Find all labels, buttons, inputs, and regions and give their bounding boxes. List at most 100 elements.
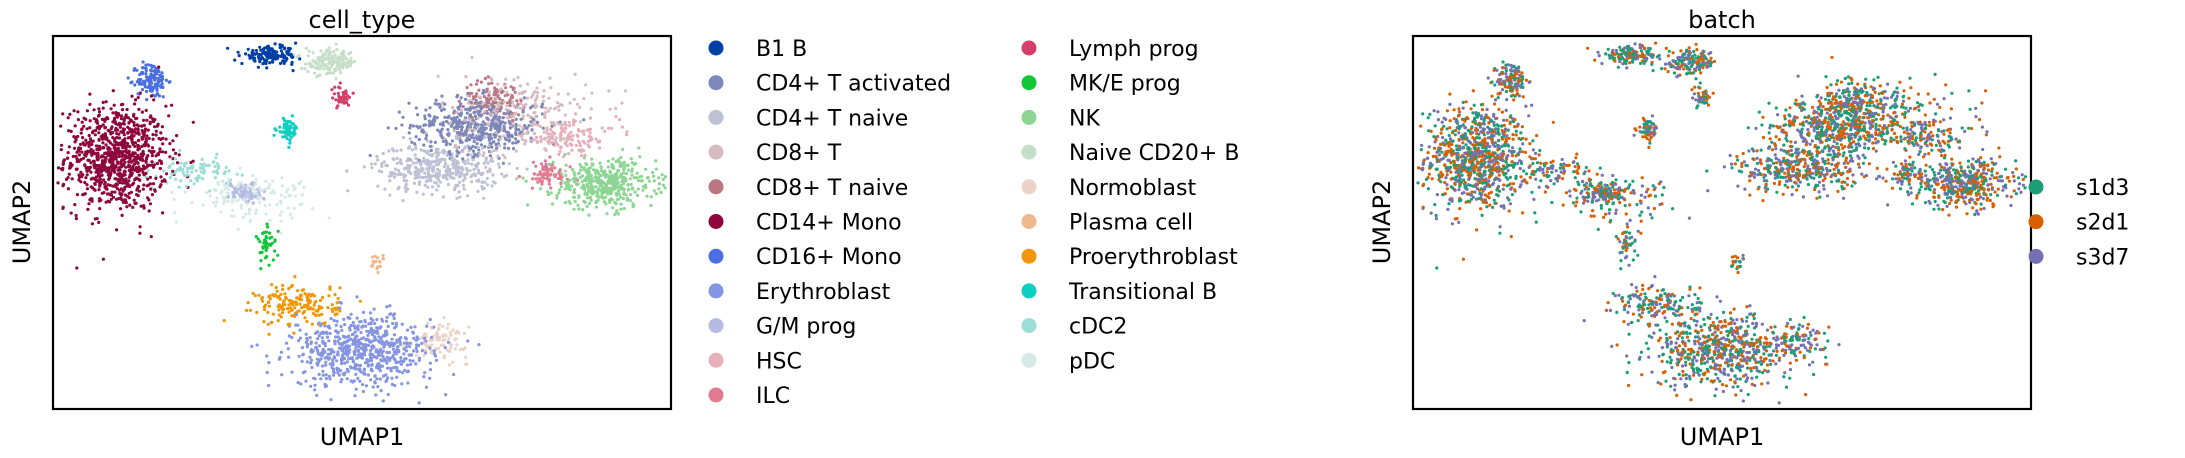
point-normoblast (451, 360, 455, 364)
point-pdc (247, 211, 251, 215)
point-cd4-t-naive (496, 154, 500, 158)
point-nk (614, 160, 618, 164)
point-erythroblast (321, 373, 325, 377)
point-nk (580, 180, 584, 184)
point-cd8-t-naive (515, 99, 519, 103)
point-normoblast (455, 343, 459, 347)
point-erythroblast (336, 353, 340, 357)
point-proerythroblast (283, 292, 287, 296)
point-pdc (254, 191, 258, 195)
point-nk (611, 206, 615, 210)
point-cd8-t-naive (472, 95, 476, 99)
point-cd14-mono (72, 135, 76, 139)
point-erythroblast (337, 373, 341, 377)
point-nk (597, 180, 602, 184)
point-cd14-mono (149, 114, 153, 118)
point-cd4-t-naive (422, 149, 426, 153)
point-nk (642, 185, 646, 189)
point-erythroblast (373, 338, 377, 342)
point-cd4-t-naive (417, 182, 421, 186)
point-cd16-mono (144, 63, 148, 67)
point-cd14-mono (85, 183, 89, 187)
point-naive-cd20-b (329, 56, 333, 60)
point-cd4-t-naive (381, 151, 385, 156)
point-cd14-mono (130, 171, 134, 175)
point-cd8-t (498, 144, 502, 148)
point-cd14-mono (133, 201, 137, 205)
point-erythroblast (320, 364, 325, 368)
point-cd14-mono (109, 197, 113, 201)
point-cd4-t-activated (472, 139, 476, 144)
point-cd14-mono (131, 168, 135, 172)
point-proerythroblast (335, 312, 339, 316)
point-proerythroblast (262, 308, 267, 312)
point-proerythroblast (286, 306, 290, 311)
point-cd4-t-activated (492, 105, 496, 109)
point-cd14-mono (126, 125, 130, 129)
point-erythroblast (386, 366, 390, 370)
point-erythroblast (407, 353, 411, 357)
point-cd4-t-naive (465, 194, 470, 198)
point-cd4-t-activated (498, 120, 502, 124)
point-pdc (286, 206, 290, 210)
point-cd8-t (530, 123, 534, 128)
point-cdc2 (183, 164, 187, 168)
point-erythroblast (379, 358, 383, 362)
point-b1-b (264, 51, 268, 55)
point-pdc (264, 212, 268, 216)
point-g-m-prog (251, 201, 255, 205)
point-cd16-mono (155, 88, 159, 92)
point-cd8-t (512, 114, 516, 118)
point-cd4-t-naive (434, 147, 438, 151)
point-cd14-mono (135, 188, 139, 192)
point-erythroblast (287, 355, 291, 359)
point-cd4-t-activated (410, 140, 414, 144)
point-naive-cd20-b (344, 57, 348, 61)
point-cd8-t (505, 90, 509, 95)
cell-type-legend-label-cd16-mono: CD16+ Mono (756, 245, 902, 270)
point-naive-cd20-b (307, 49, 311, 53)
point-erythroblast (398, 342, 403, 346)
point-cd14-mono (76, 110, 80, 114)
point-erythroblast (385, 305, 389, 309)
point-cd14-mono (113, 190, 117, 194)
point-cd14-mono (118, 125, 122, 129)
point-cd4-t-activated (432, 115, 437, 119)
point-cd4-t-naive (470, 162, 474, 166)
cell-type-legend-label-nk: NK (1069, 106, 1100, 131)
point-nk (555, 193, 559, 197)
point-mk-e-prog (267, 243, 271, 247)
point-nk (588, 195, 592, 200)
point-cd4-t-activated (490, 121, 495, 125)
point-cd14-mono (104, 151, 108, 155)
point-cd14-mono (66, 156, 70, 160)
point-cd4-t-activated (529, 136, 533, 140)
point-hsc (594, 137, 598, 141)
point-erythroblast (320, 336, 324, 340)
point-pdc (190, 200, 194, 205)
point-cd8-t-naive (510, 111, 514, 115)
point-lymph-prog (338, 86, 342, 90)
point-cd14-mono (97, 137, 101, 141)
point-erythroblast (361, 324, 365, 328)
point-cd14-mono (66, 151, 70, 155)
point-proerythroblast (270, 320, 274, 324)
point-normoblast (453, 347, 457, 351)
point-cd14-mono (90, 142, 94, 147)
point-pdc (302, 185, 306, 190)
point-cd14-mono (128, 154, 132, 158)
point-cd8-t (523, 142, 527, 146)
point-cd4-t-activated (423, 123, 428, 127)
point-pdc (230, 200, 234, 204)
point-cd4-t-activated (455, 120, 459, 124)
point-mk-e-prog (261, 231, 265, 236)
point-normoblast (448, 346, 453, 350)
point-cd14-mono (108, 171, 112, 175)
point-cd14-mono (171, 139, 175, 143)
point-cd4-t-naive (370, 162, 374, 166)
point-erythroblast (349, 324, 353, 328)
point-hsc (543, 136, 547, 140)
point-nk (573, 180, 577, 184)
cell-type-legend-label-b1-b: B1 B (756, 37, 807, 62)
point-cd14-mono (119, 193, 123, 197)
